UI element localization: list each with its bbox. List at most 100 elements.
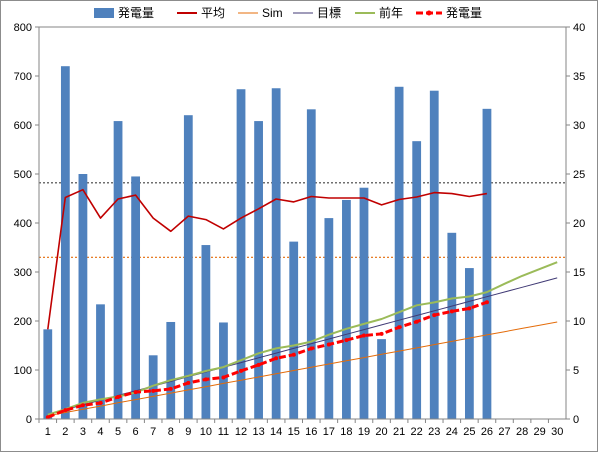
daily-bar-19 bbox=[359, 187, 369, 419]
x-tick-label: 26 bbox=[481, 426, 493, 438]
x-tick-label: 21 bbox=[393, 426, 405, 438]
cumulative-point-25 bbox=[467, 306, 472, 311]
cumulative-point-15 bbox=[291, 352, 296, 357]
daily-bar-2 bbox=[60, 66, 70, 419]
x-tick-label: 20 bbox=[375, 426, 387, 438]
y2-tick-label: 40 bbox=[573, 22, 585, 34]
x-tick-label: 25 bbox=[463, 426, 475, 438]
x-tick-label: 12 bbox=[235, 426, 247, 438]
daily-bar-24 bbox=[447, 232, 457, 419]
daily-bar-10 bbox=[201, 245, 211, 419]
daily-bar-23 bbox=[429, 90, 439, 419]
legend-label-target: 目標 bbox=[317, 6, 341, 20]
daily-bar-26 bbox=[482, 108, 492, 419]
y-tick-label: 600 bbox=[14, 120, 32, 132]
cumulative-point-6 bbox=[133, 390, 138, 395]
legend: 発電量 平均 Sim 目標 前年 発電量 bbox=[94, 5, 482, 20]
y2-tick-label: 20 bbox=[573, 218, 585, 230]
y2-tick-label: 30 bbox=[573, 120, 585, 132]
cumulative-point-8 bbox=[168, 386, 173, 391]
x-tick-label: 4 bbox=[97, 426, 103, 438]
prev-year-cumulative-line bbox=[47, 261, 558, 416]
daily-bar-25 bbox=[464, 268, 474, 419]
x-tick-label: 19 bbox=[358, 426, 370, 438]
y-tick-label: 200 bbox=[14, 316, 32, 328]
x-tick-label: 29 bbox=[534, 426, 546, 438]
x-tick-label: 18 bbox=[340, 426, 352, 438]
average-line bbox=[47, 188, 488, 330]
cumulative-point-23 bbox=[432, 313, 437, 318]
daily-bar-5 bbox=[113, 121, 123, 419]
daily-bar-6 bbox=[131, 176, 141, 419]
legend-marker-cumulative bbox=[426, 10, 432, 16]
cumulative-point-22 bbox=[414, 319, 419, 324]
cumulative-point-1 bbox=[45, 415, 50, 420]
daily-bar-18 bbox=[342, 199, 351, 419]
daily-bar-11 bbox=[219, 322, 228, 419]
x-tick-label: 8 bbox=[168, 426, 174, 438]
y-tick-label: 100 bbox=[14, 365, 32, 377]
cumulative-point-5 bbox=[116, 394, 121, 399]
cumulative-point-26 bbox=[484, 300, 489, 305]
y-tick-label: 800 bbox=[14, 22, 32, 34]
x-tick-label: 28 bbox=[516, 426, 528, 438]
cumulative-point-18 bbox=[344, 338, 349, 343]
x-tick-label: 9 bbox=[185, 426, 191, 438]
y-tick-label: 500 bbox=[14, 169, 32, 181]
cumulative-point-17 bbox=[326, 342, 331, 347]
cumulative-point-24 bbox=[449, 309, 454, 314]
x-tick-label: 14 bbox=[270, 426, 282, 438]
cumulative-point-9 bbox=[186, 380, 191, 385]
cumulative-point-16 bbox=[309, 346, 314, 351]
daily-bar-15 bbox=[289, 241, 299, 419]
cumulative-point-14 bbox=[274, 356, 279, 361]
cumulative-line bbox=[47, 300, 488, 419]
x-tick-label: 13 bbox=[252, 426, 264, 438]
daily-bar-20 bbox=[377, 339, 386, 419]
daily-bar-17 bbox=[324, 218, 334, 419]
x-tick-label: 7 bbox=[150, 426, 156, 438]
series-lines bbox=[45, 188, 558, 420]
cumulative-point-3 bbox=[80, 403, 85, 408]
legend-swatch-bars bbox=[94, 8, 114, 18]
daily-bar-9 bbox=[183, 115, 193, 419]
cumulative-point-10 bbox=[203, 377, 208, 382]
cumulative-point-12 bbox=[239, 368, 244, 373]
y-tick-label: 700 bbox=[14, 71, 32, 83]
cumulative-point-7 bbox=[151, 388, 156, 393]
sim-cumulative-line bbox=[47, 321, 558, 417]
legend-label-sim: Sim bbox=[262, 6, 283, 20]
y2-tick-label: 35 bbox=[573, 71, 585, 83]
daily-bar-8 bbox=[166, 321, 176, 419]
x-tick-label: 24 bbox=[446, 426, 458, 438]
daily-bar-14 bbox=[271, 88, 281, 419]
y-tick-label: 300 bbox=[14, 267, 32, 279]
x-tick-label: 10 bbox=[200, 426, 212, 438]
cumulative-point-2 bbox=[63, 408, 68, 413]
x-tick-label: 30 bbox=[551, 426, 563, 438]
daily-bar-21 bbox=[394, 86, 404, 419]
daily-bar-13 bbox=[254, 121, 263, 419]
x-tick-label: 11 bbox=[218, 426, 229, 438]
legend-label-average: 平均 bbox=[201, 6, 225, 20]
x-tick-label: 23 bbox=[428, 426, 440, 438]
x-tick-label: 6 bbox=[133, 426, 139, 438]
y2-tick-label: 10 bbox=[573, 316, 585, 328]
daily-bars bbox=[43, 66, 492, 420]
legend-label-bars: 発電量 bbox=[118, 6, 154, 20]
x-tick-label: 2 bbox=[62, 426, 68, 438]
y2-tick-label: 25 bbox=[573, 169, 585, 181]
daily-bar-1 bbox=[43, 329, 53, 419]
x-tick-label: 17 bbox=[323, 426, 335, 438]
x-tick-label: 5 bbox=[115, 426, 121, 438]
cumulative-point-19 bbox=[361, 333, 366, 338]
x-tick-label: 27 bbox=[498, 426, 510, 438]
daily-bar-7 bbox=[148, 355, 158, 419]
target-cumulative-line bbox=[47, 277, 558, 415]
x-tick-label: 3 bbox=[80, 426, 86, 438]
daily-bar-22 bbox=[412, 141, 422, 420]
daily-bar-3 bbox=[78, 174, 88, 419]
x-tick-label: 1 bbox=[45, 426, 51, 438]
